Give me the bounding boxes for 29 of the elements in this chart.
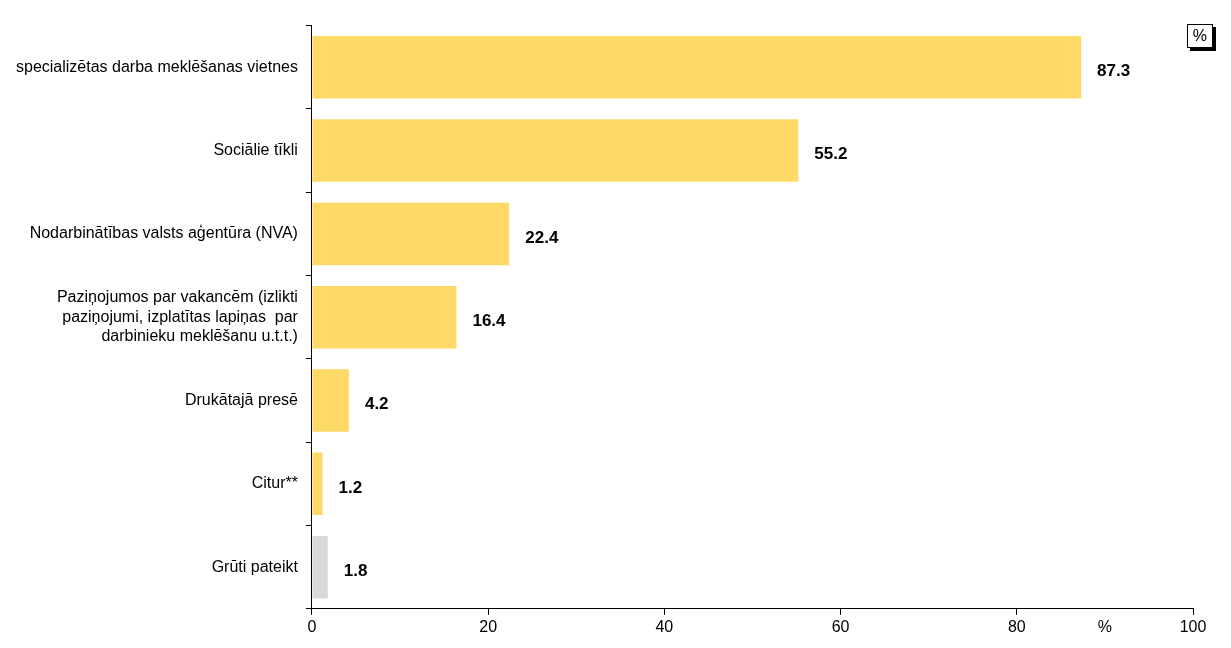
- x-tick-label: 20: [479, 617, 498, 635]
- data-label: 22.4: [525, 227, 559, 247]
- bar: [312, 36, 1082, 99]
- data-label: 55.2: [814, 144, 848, 164]
- y-tick-label: Citur**: [251, 474, 298, 492]
- y-tick-label: Grūti pateikt: [211, 557, 299, 575]
- y-tick-label: specializētas darba meklēšanas vietnes: [15, 57, 298, 75]
- bar: [312, 119, 799, 182]
- bar: [312, 452, 323, 516]
- y-tick-label: Nodarbinātības valsts aģentūra (NVA): [29, 224, 298, 242]
- x-tick-label: 80: [1007, 617, 1026, 635]
- data-label: 87.3: [1097, 60, 1131, 80]
- y-tick-label: Drukātajā presē: [184, 390, 299, 408]
- annotation: %: [1186, 24, 1213, 48]
- bar: [312, 285, 457, 349]
- x-tick-label: 100: [1179, 617, 1207, 635]
- x-tick-label: 0: [307, 617, 317, 635]
- y-tick-label: Sociālie tīkli: [213, 140, 298, 158]
- x-axis-title: %: [1097, 618, 1113, 636]
- data-label: 16.4: [472, 310, 507, 330]
- data-label: 4.2: [364, 394, 389, 414]
- y-tick-label: Paziņojumos par vakancēm (izlikti paziņojumi, izplatītas lapiņas par darbinieku meklēšanu u.t.t.): [56, 288, 299, 344]
- x-tick-label: 60: [831, 617, 850, 635]
- bar: [312, 202, 510, 266]
- bar: [312, 535, 328, 599]
- x-tick-label: 40: [655, 617, 674, 635]
- bar: [312, 369, 349, 432]
- data-label: 1.2: [338, 477, 363, 497]
- data-label: 1.8: [343, 560, 368, 580]
